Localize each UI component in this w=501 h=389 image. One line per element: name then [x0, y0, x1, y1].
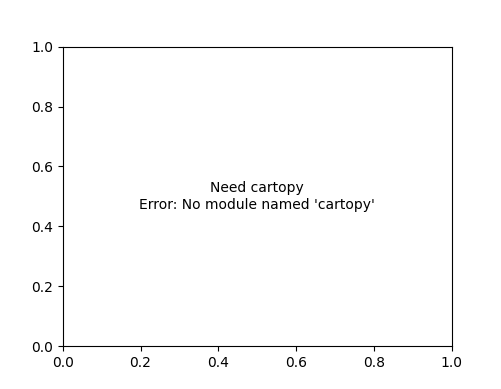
Text: Need cartopy
Error: No module named 'cartopy': Need cartopy Error: No module named 'car… [139, 181, 374, 212]
